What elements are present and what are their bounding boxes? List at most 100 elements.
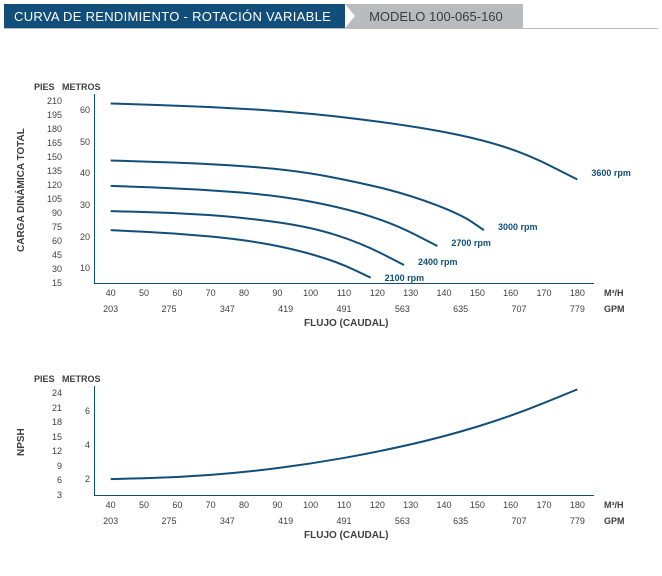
y-tick-pies: 15 bbox=[38, 278, 62, 288]
y-col-head-pies-2: PIES bbox=[34, 374, 55, 384]
y-tick-pies: 18 bbox=[38, 417, 62, 427]
x-tick-m3h: 110 bbox=[332, 288, 356, 298]
x-tick-gpm: 635 bbox=[444, 516, 478, 526]
x-tick-m3h: 50 bbox=[132, 288, 156, 298]
y-tick-pies: 150 bbox=[38, 152, 62, 162]
x-tick-m3h: 110 bbox=[332, 500, 356, 510]
series-label: 2100 rpm bbox=[385, 273, 425, 283]
y-tick-metros: 50 bbox=[66, 137, 90, 147]
y-tick-pies: 210 bbox=[38, 96, 62, 106]
x-tick-gpm: 347 bbox=[210, 304, 244, 314]
y-tick-pies: 45 bbox=[38, 250, 62, 260]
x-tick-m3h: 100 bbox=[299, 500, 323, 510]
x-unit-gpm: GPM bbox=[604, 304, 625, 314]
x-tick-gpm: 275 bbox=[152, 304, 186, 314]
x-tick-m3h: 90 bbox=[265, 500, 289, 510]
x-tick-m3h: 120 bbox=[365, 288, 389, 298]
y-tick-pies: 165 bbox=[38, 138, 62, 148]
y-tick-pies: 9 bbox=[38, 461, 62, 471]
series-curve bbox=[111, 186, 438, 246]
y-tick-pies: 135 bbox=[38, 166, 62, 176]
series-curve bbox=[111, 230, 371, 278]
x-tick-gpm: 203 bbox=[94, 516, 128, 526]
y-tick-metros: 60 bbox=[66, 105, 90, 115]
x-tick-gpm: 275 bbox=[152, 516, 186, 526]
y-tick-metros: 30 bbox=[66, 200, 90, 210]
x-tick-gpm: 707 bbox=[502, 304, 536, 314]
series-curve bbox=[111, 104, 578, 180]
x-unit-m3h: M³/H bbox=[604, 288, 624, 298]
series-label: 3000 rpm bbox=[498, 222, 538, 232]
x-tick-m3h: 40 bbox=[99, 500, 123, 510]
x-tick-m3h: 70 bbox=[199, 500, 223, 510]
header-rule bbox=[4, 28, 658, 29]
x-tick-gpm: 203 bbox=[94, 304, 128, 314]
series-curve bbox=[111, 389, 578, 479]
y-tick-pies: 12 bbox=[38, 446, 62, 456]
y-tick-pies: 120 bbox=[38, 180, 62, 190]
x-tick-m3h: 180 bbox=[565, 288, 589, 298]
y-col-head-metros-2: METROS bbox=[62, 374, 101, 384]
x-tick-gpm: 779 bbox=[560, 516, 594, 526]
x-axis-label-2: FLUJO (CAUDAL) bbox=[304, 530, 388, 541]
x-unit-gpm-2: GPM bbox=[604, 516, 625, 526]
x-tick-gpm: 563 bbox=[385, 516, 419, 526]
performance-chart: PIES METROS CARGA DINÁMICA TOTAL 1020304… bbox=[0, 82, 662, 342]
y-tick-pies: 15 bbox=[38, 432, 62, 442]
x-tick-m3h: 90 bbox=[265, 288, 289, 298]
x-tick-m3h: 170 bbox=[532, 500, 556, 510]
x-tick-m3h: 80 bbox=[232, 288, 256, 298]
y-tick-metros: 4 bbox=[66, 440, 90, 450]
y-tick-pies: 21 bbox=[38, 403, 62, 413]
x-unit-m3h-2: M³/H bbox=[604, 500, 624, 510]
x-tick-gpm: 491 bbox=[327, 516, 361, 526]
x-tick-gpm: 419 bbox=[269, 516, 303, 526]
y-tick-metros: 10 bbox=[66, 263, 90, 273]
y-tick-pies: 105 bbox=[38, 194, 62, 204]
y-tick-pies: 195 bbox=[38, 110, 62, 120]
curves-svg-2 bbox=[94, 386, 594, 496]
y-tick-pies: 180 bbox=[38, 124, 62, 134]
x-tick-m3h: 60 bbox=[165, 500, 189, 510]
y-tick-pies: 24 bbox=[38, 388, 62, 398]
x-tick-m3h: 50 bbox=[132, 500, 156, 510]
x-tick-gpm: 491 bbox=[327, 304, 361, 314]
x-tick-m3h: 140 bbox=[432, 288, 456, 298]
x-tick-m3h: 180 bbox=[565, 500, 589, 510]
series-label: 2400 rpm bbox=[418, 257, 458, 267]
y-tick-pies: 30 bbox=[38, 264, 62, 274]
curves-svg bbox=[94, 94, 594, 284]
header-title-left: CURVA DE RENDIMIENTO - ROTACIÓN VARIABLE bbox=[4, 4, 345, 28]
x-tick-m3h: 70 bbox=[199, 288, 223, 298]
x-tick-m3h: 160 bbox=[499, 500, 523, 510]
y-tick-metros: 6 bbox=[66, 406, 90, 416]
x-tick-m3h: 80 bbox=[232, 500, 256, 510]
header-title-right-text: MODELO 100-065-160 bbox=[369, 9, 503, 24]
x-tick-m3h: 150 bbox=[465, 500, 489, 510]
header-title-left-text: CURVA DE RENDIMIENTO - ROTACIÓN VARIABLE bbox=[14, 9, 331, 24]
x-tick-m3h: 140 bbox=[432, 500, 456, 510]
x-axis-label: FLUJO (CAUDAL) bbox=[304, 318, 388, 329]
x-tick-m3h: 150 bbox=[465, 288, 489, 298]
y-tick-pies: 90 bbox=[38, 208, 62, 218]
y-tick-pies: 75 bbox=[38, 222, 62, 232]
y-tick-pies: 60 bbox=[38, 236, 62, 246]
y-tick-metros: 20 bbox=[66, 232, 90, 242]
x-tick-gpm: 635 bbox=[444, 304, 478, 314]
y-tick-metros: 2 bbox=[66, 474, 90, 484]
x-tick-m3h: 130 bbox=[399, 288, 423, 298]
series-curve bbox=[111, 211, 404, 265]
x-tick-m3h: 170 bbox=[532, 288, 556, 298]
y-col-head-pies: PIES bbox=[34, 82, 55, 92]
y-tick-metros: 40 bbox=[66, 168, 90, 178]
x-tick-m3h: 160 bbox=[499, 288, 523, 298]
x-tick-m3h: 100 bbox=[299, 288, 323, 298]
header-title-right: MODELO 100-065-160 bbox=[345, 4, 523, 28]
y-axis-label-2: NPSH bbox=[16, 428, 27, 456]
x-tick-m3h: 60 bbox=[165, 288, 189, 298]
x-tick-gpm: 563 bbox=[385, 304, 419, 314]
series-label: 2700 rpm bbox=[451, 238, 491, 248]
x-tick-gpm: 419 bbox=[269, 304, 303, 314]
y-axis-label: CARGA DINÁMICA TOTAL bbox=[16, 128, 27, 252]
series-label: 3600 rpm bbox=[591, 168, 631, 178]
